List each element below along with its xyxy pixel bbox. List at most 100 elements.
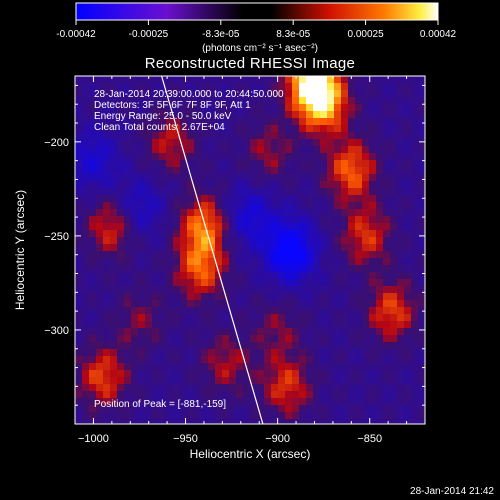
heatmap-cell	[117, 356, 124, 363]
heatmap-cell	[159, 230, 166, 237]
heatmap-cell	[397, 97, 404, 104]
heatmap-cell	[348, 76, 355, 83]
heatmap-cell	[327, 97, 334, 104]
heatmap-cell	[376, 230, 383, 237]
heatmap-cell	[187, 391, 194, 398]
heatmap-cell	[138, 363, 145, 370]
heatmap-cell	[194, 216, 201, 223]
heatmap-cell	[264, 167, 271, 174]
heatmap-cell	[159, 321, 166, 328]
heatmap-cell	[362, 363, 369, 370]
heatmap-cell	[152, 349, 159, 356]
heatmap-cell	[208, 377, 215, 384]
heatmap-cell	[173, 342, 180, 349]
heatmap-cell	[250, 384, 257, 391]
heatmap-cell	[362, 300, 369, 307]
heatmap-cell	[236, 104, 243, 111]
heatmap-cell	[208, 216, 215, 223]
heatmap-cell	[159, 153, 166, 160]
heatmap-cell	[110, 167, 117, 174]
heatmap-cell	[390, 167, 397, 174]
heatmap-cell	[166, 111, 173, 118]
heatmap-cell	[257, 104, 264, 111]
heatmap-cell	[138, 405, 145, 412]
heatmap-cell	[334, 160, 341, 167]
heatmap-cell	[103, 419, 110, 424]
heatmap-cell	[362, 139, 369, 146]
heatmap-cell	[194, 251, 201, 258]
heatmap-cell	[103, 286, 110, 293]
heatmap-cell	[411, 90, 418, 97]
heatmap-cell	[166, 76, 173, 83]
heatmap-cell	[355, 118, 362, 125]
heatmap-cell	[236, 398, 243, 405]
heatmap-cell	[229, 209, 236, 216]
heatmap-cell	[397, 335, 404, 342]
heatmap-cell	[96, 160, 103, 167]
heatmap-cell	[271, 391, 278, 398]
heatmap-cell	[180, 349, 187, 356]
heatmap-cell	[313, 419, 320, 424]
heatmap-cell	[89, 258, 96, 265]
heatmap-cell	[278, 139, 285, 146]
heatmap-cell	[229, 104, 236, 111]
heatmap-cell	[355, 139, 362, 146]
heatmap-cell	[103, 195, 110, 202]
heatmap-cell	[236, 384, 243, 391]
heatmap-cell	[201, 153, 208, 160]
heatmap-cell	[110, 391, 117, 398]
heatmap-cell	[383, 251, 390, 258]
heatmap-cell	[173, 216, 180, 223]
heatmap-cell	[264, 132, 271, 139]
heatmap-cell	[117, 398, 124, 405]
heatmap-cell	[355, 272, 362, 279]
heatmap-cell	[397, 118, 404, 125]
heatmap-cell	[404, 356, 411, 363]
heatmap-cell	[292, 118, 299, 125]
heatmap-cell	[145, 412, 152, 419]
heatmap-cell	[215, 314, 222, 321]
heatmap-cell	[306, 342, 313, 349]
heatmap-cell	[334, 370, 341, 377]
axis-ticks: −1000 −950 −900 −850−200−250−300	[44, 76, 426, 445]
heatmap-cell	[222, 160, 229, 167]
heatmap-cell	[229, 342, 236, 349]
heatmap-cell	[299, 160, 306, 167]
heatmap-cell	[145, 76, 152, 83]
heatmap-cell	[103, 398, 110, 405]
heatmap-cell	[215, 335, 222, 342]
heatmap-cell	[369, 349, 376, 356]
footer-timestamp: 28-Jan-2014 21:42	[410, 486, 494, 497]
heatmap-cell	[334, 412, 341, 419]
heatmap-cell	[117, 377, 124, 384]
heatmap-cell	[103, 146, 110, 153]
heatmap-cell	[306, 132, 313, 139]
heatmap-cell	[320, 223, 327, 230]
heatmap-cell	[89, 160, 96, 167]
heatmap-cell	[215, 258, 222, 265]
heatmap-cell	[264, 321, 271, 328]
heatmap-cell	[292, 132, 299, 139]
heatmap-cell	[117, 230, 124, 237]
heatmap-cell	[390, 342, 397, 349]
heatmap-cell	[208, 111, 215, 118]
heatmap-cell	[215, 174, 222, 181]
heatmap-cell	[327, 377, 334, 384]
heatmap-cell	[376, 139, 383, 146]
heatmap-cell	[348, 398, 355, 405]
heatmap-cell	[89, 146, 96, 153]
heatmap-cell	[82, 111, 89, 118]
heatmap-cell	[124, 335, 131, 342]
heatmap-cell	[299, 76, 306, 83]
heatmap-cell	[313, 139, 320, 146]
heatmap-cell	[306, 300, 313, 307]
heatmap-cell	[320, 272, 327, 279]
heatmap-cell	[152, 237, 159, 244]
heatmap-cell	[117, 286, 124, 293]
heatmap-cell	[152, 356, 159, 363]
heatmap-cell	[334, 216, 341, 223]
heatmap-cell	[306, 363, 313, 370]
heatmap-cell	[131, 258, 138, 265]
heatmap-cell	[138, 230, 145, 237]
heatmap-cell	[89, 195, 96, 202]
